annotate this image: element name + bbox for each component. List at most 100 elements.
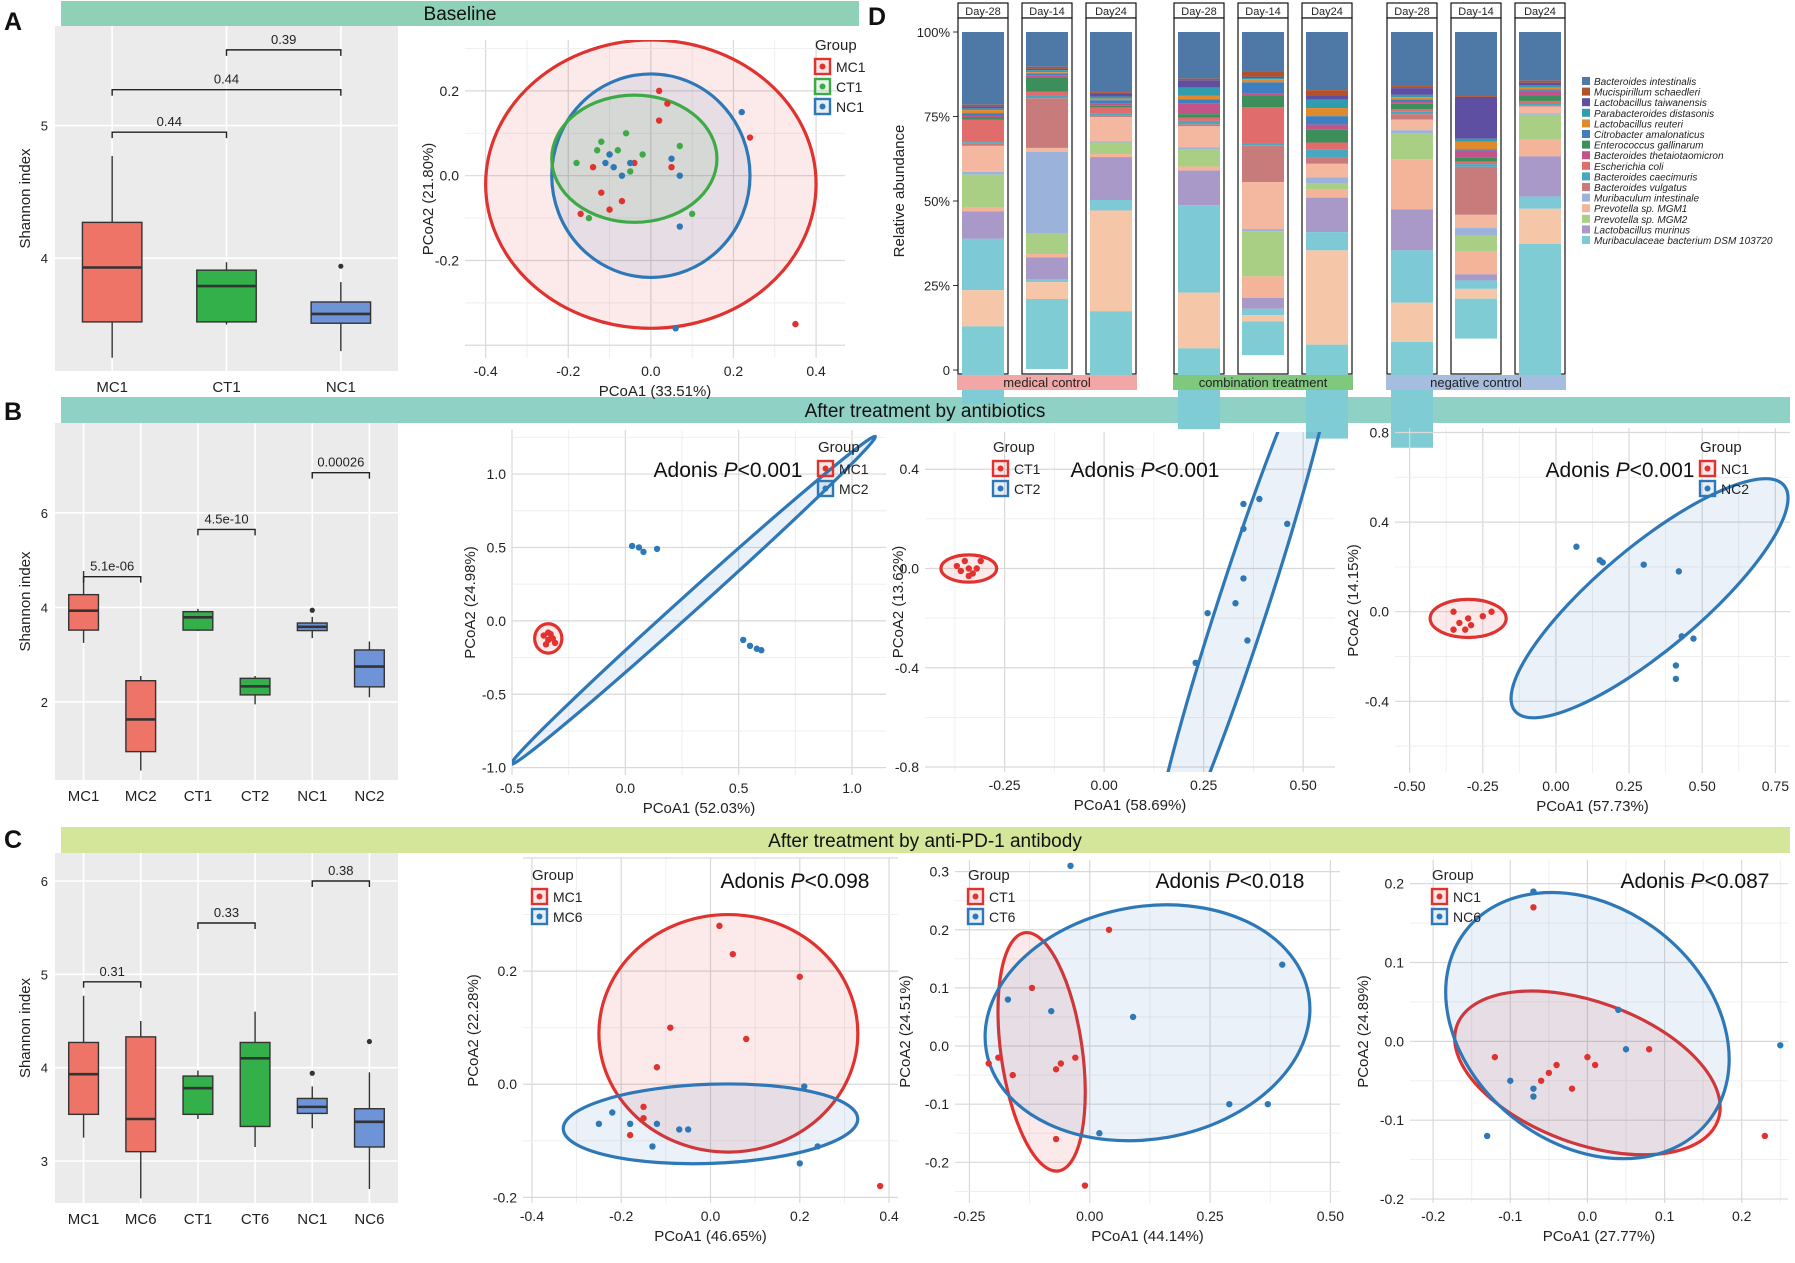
legend-swatch — [1582, 98, 1590, 107]
data-point-CT2 — [1284, 520, 1291, 528]
legend-label: NC1 — [1453, 889, 1481, 905]
bar-segment — [1026, 257, 1068, 280]
x-tick-label: -0.4 — [520, 1208, 544, 1224]
group-strip — [1386, 375, 1566, 390]
x-axis-label: PCoA1 (52.03%) — [643, 800, 756, 817]
bar-segment — [1455, 164, 1497, 167]
bar-segment — [1178, 205, 1220, 293]
bar-segment — [962, 326, 1004, 404]
panel-letter-a: A — [4, 8, 22, 36]
data-point-CT1 — [688, 210, 696, 218]
bar-segment — [1242, 315, 1284, 322]
y-tick-label: 5 — [41, 119, 48, 134]
legend-label: Prevotella sp. MGM2 — [1594, 215, 1688, 226]
bar-segment — [1306, 108, 1348, 117]
pcoa-plot-B_pcoa2: -0.25 0.00 0.25 0.50 -0.8 -0.4 0.0 0.4 PCoA1 (58… — [890, 432, 1335, 814]
bar-segment — [1519, 87, 1561, 90]
adonis-annotation: Adonis P<0.001 — [654, 459, 803, 482]
y-tick-label: 50% — [924, 194, 950, 209]
box-body — [182, 610, 214, 631]
bar-segment — [962, 119, 1004, 143]
significance-label: 0.39 — [271, 32, 296, 47]
bar-segment — [1026, 254, 1068, 258]
bar-segment — [1391, 101, 1433, 104]
bar-segment — [1178, 87, 1220, 96]
group-strip — [957, 375, 1137, 390]
y-tick-label: 4 — [41, 1061, 48, 1076]
adonis-annotation: Adonis P<0.001 — [1546, 459, 1695, 482]
bar-segment — [1519, 196, 1561, 209]
legend-dot — [819, 83, 826, 90]
legend-label: CT1 — [836, 79, 863, 95]
box-body — [239, 1041, 271, 1128]
y-tick-label: -0.2 — [435, 252, 459, 268]
pcoa-plot-A_pcoa: -0.4 -0.2 0.0 0.2 0.4 -0.2 0.0 0.2 PCoA1 (33.51%… — [420, 37, 866, 400]
y-axis-label: PCoA2 (24.98%) — [462, 546, 479, 659]
legend-swatch — [1582, 193, 1590, 202]
legend-swatch — [1582, 108, 1590, 117]
facet-strip-label: Day-28 — [965, 6, 1000, 18]
x-tick-label: 0.25 — [1615, 778, 1642, 794]
bar-segment — [1178, 124, 1220, 127]
data-point-CT1 — [1028, 984, 1036, 992]
bar-segment — [1306, 177, 1348, 184]
legend-title: Group — [818, 439, 860, 456]
data-point-MC1 — [606, 206, 613, 213]
y-tick-label: 0 — [943, 363, 950, 378]
legend-label: Lactobacillus reuteri — [1594, 119, 1684, 130]
data-point-NC6 — [1530, 1093, 1537, 1100]
y-tick-label: 1.0 — [487, 466, 507, 482]
x-tick-label: -0.5 — [500, 780, 524, 796]
bar-segment — [1242, 71, 1284, 77]
bar-segment — [1306, 157, 1348, 164]
legend-label: Prevotella sp. MGM1 — [1594, 204, 1687, 215]
bar-segment — [1242, 229, 1284, 232]
data-point-CT1 — [627, 168, 634, 175]
y-tick-label: 0.0 — [930, 1038, 950, 1054]
x-tick-label: MC1 — [68, 1211, 100, 1228]
panel-letter-d: D — [868, 3, 886, 31]
data-point-NC1 — [1591, 1061, 1599, 1069]
significance-bracket — [311, 471, 371, 479]
y-tick-label: 0.0 — [487, 613, 507, 629]
x-tick-label: 0.1 — [1655, 1208, 1675, 1224]
confidence-ellipses — [983, 903, 1312, 1173]
x-tick-label: 0.50 — [1290, 777, 1317, 793]
data-point-MC1 — [743, 1035, 750, 1043]
facet-strip-label: Day-14 — [1029, 6, 1064, 18]
group-strip — [1173, 375, 1353, 390]
data-point-CT1 — [598, 138, 605, 145]
data-point-MC1 — [796, 973, 803, 980]
data-point-CT1 — [1052, 1066, 1060, 1073]
bar-segment — [1306, 250, 1348, 345]
box-outlier — [338, 263, 344, 269]
x-tick-label: 0.00 — [1076, 1208, 1103, 1224]
bar-segment — [1242, 231, 1284, 277]
adonis-prefix: Adonis — [1071, 459, 1141, 482]
bar-segment — [1519, 243, 1561, 386]
data-point-NC2 — [1599, 559, 1606, 566]
data-point-CT1 — [961, 557, 969, 565]
adonis-annotation: Adonis P<0.098 — [721, 870, 870, 893]
bar-segment — [1391, 88, 1433, 95]
bar-segment — [1455, 298, 1497, 339]
bar-segment — [962, 211, 1004, 239]
bar-segment — [1306, 344, 1348, 439]
x-tick-label: -0.2 — [609, 1208, 633, 1224]
x-tick-label: CT1 — [184, 788, 212, 805]
legend-dot — [997, 485, 1004, 492]
bar-segment — [1455, 161, 1497, 165]
bar-segment — [1391, 119, 1433, 131]
bar-segment — [1306, 189, 1348, 198]
data-point-NC1 — [1645, 1046, 1653, 1053]
bar-segment — [1090, 96, 1132, 99]
legend: Group NC1 NC6 — [1430, 867, 1481, 926]
legend-label: Bacteroides vulgatus — [1594, 183, 1687, 194]
adonis-suffix: <0.001 — [1630, 459, 1695, 482]
adonis-annotation: Adonis P<0.001 — [1071, 459, 1220, 482]
data-point-MC1 — [664, 100, 671, 107]
legend: Group MC1 MC6 — [530, 867, 583, 926]
legend-label: Lactobacillus taiwanensis — [1594, 98, 1707, 109]
data-point-NC1 — [1450, 608, 1457, 615]
